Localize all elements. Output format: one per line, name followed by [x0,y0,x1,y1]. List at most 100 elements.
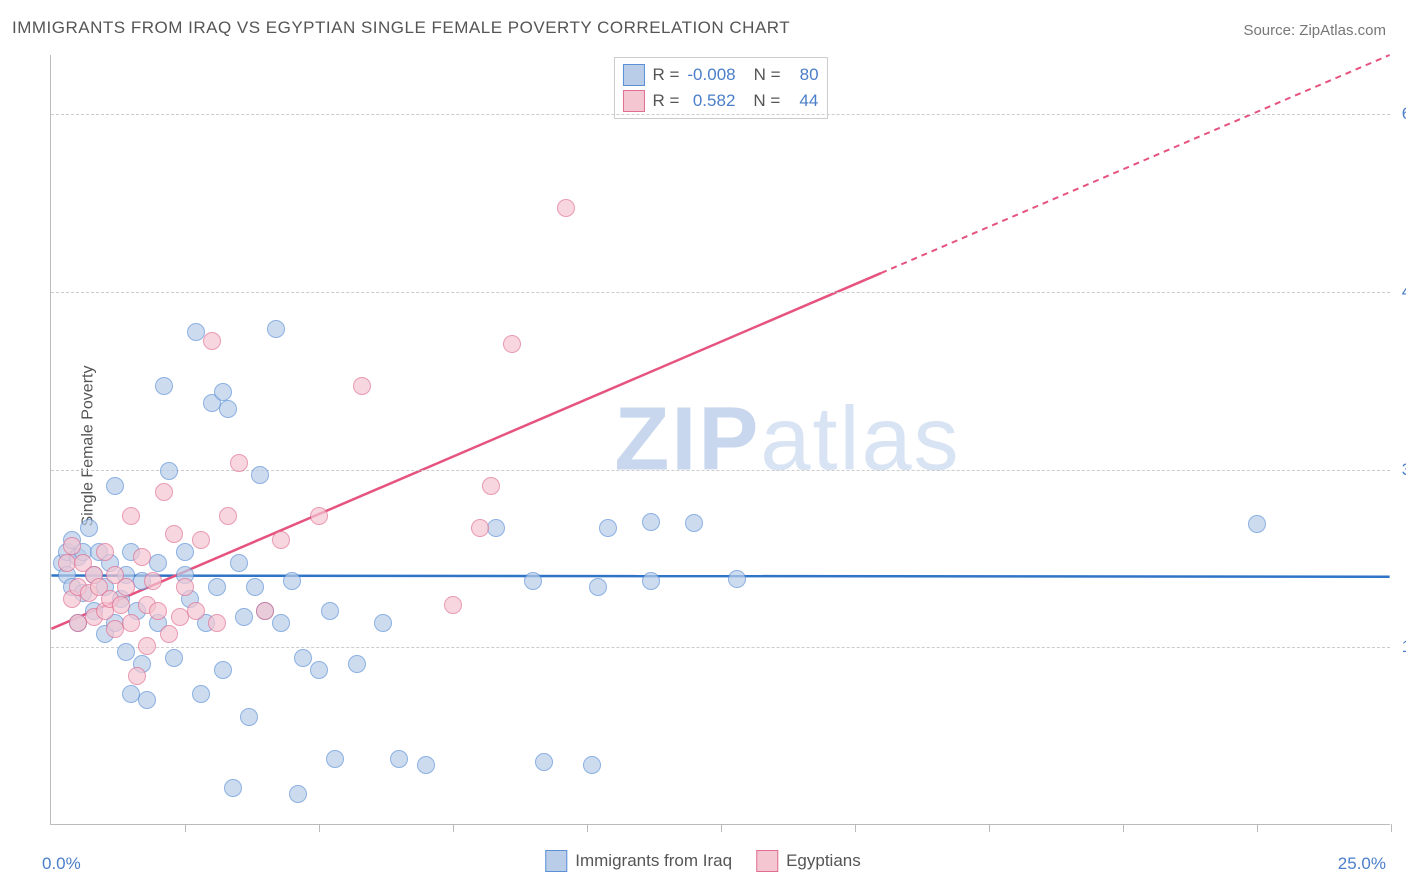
n-value: 44 [788,88,818,114]
r-label: R = [652,62,679,88]
scatter-point-iraq [272,614,290,632]
legend-swatch-iraq [622,64,644,86]
scatter-point-iraq [155,377,173,395]
scatter-point-iraq [417,756,435,774]
scatter-point-egypt [165,525,183,543]
scatter-point-egypt [471,519,489,537]
scatter-point-iraq [535,753,553,771]
scatter-point-egypt [557,199,575,217]
scatter-point-iraq [246,578,264,596]
legend-label: Egyptians [786,851,861,871]
n-value: 80 [789,62,819,88]
chart-title: IMMIGRANTS FROM IRAQ VS EGYPTIAN SINGLE … [12,18,790,38]
correlation-chart: IMMIGRANTS FROM IRAQ VS EGYPTIAN SINGLE … [0,0,1406,892]
scatter-point-iraq [149,554,167,572]
scatter-point-iraq [224,779,242,797]
scatter-point-iraq [583,756,601,774]
scatter-point-iraq [138,691,156,709]
gridline [51,292,1390,293]
scatter-point-egypt [122,507,140,525]
n-label: N = [754,62,781,88]
scatter-point-iraq [165,649,183,667]
scatter-point-iraq [294,649,312,667]
scatter-point-egypt [230,454,248,472]
scatter-point-egypt [128,667,146,685]
scatter-point-iraq [289,785,307,803]
source-attribution: Source: ZipAtlas.com [1243,22,1386,39]
scatter-point-egypt [219,507,237,525]
stats-legend-row-egypt: R = 0.582 N = 44 [622,88,818,114]
scatter-point-egypt [63,537,81,555]
x-tick [587,824,588,832]
r-value: 0.582 [687,88,735,114]
scatter-point-iraq [219,400,237,418]
scatter-point-iraq [390,750,408,768]
x-tick [1123,824,1124,832]
scatter-point-iraq [685,514,703,532]
scatter-point-iraq [599,519,617,537]
x-axis-end-label: 25.0% [1338,854,1386,874]
x-tick [989,824,990,832]
scatter-point-iraq [80,519,98,537]
y-tick-label: 60.0% [1395,104,1406,124]
scatter-point-egypt [96,543,114,561]
stats-legend: R = -0.008 N = 80 R = 0.582 N = 44 [613,57,827,119]
legend-item-iraq: Immigrants from Iraq [545,850,732,872]
x-axis-origin-label: 0.0% [42,854,81,874]
scatter-point-egypt [444,596,462,614]
scatter-point-iraq [208,578,226,596]
scatter-point-iraq [487,519,505,537]
r-value: -0.008 [687,62,735,88]
scatter-point-iraq [524,572,542,590]
scatter-point-iraq [192,685,210,703]
scatter-point-iraq [117,643,135,661]
scatter-point-egypt [138,637,156,655]
scatter-point-egypt [133,548,151,566]
series-legend: Immigrants from Iraq Egyptians [545,850,860,872]
scatter-point-iraq [267,320,285,338]
plot-area: ZIPatlas R =-0.008N =80R =0.582N =44 15.… [50,55,1390,825]
scatter-point-iraq [728,570,746,588]
scatter-point-iraq [251,466,269,484]
r-label: R = [652,88,679,114]
scatter-point-iraq [589,578,607,596]
scatter-point-egypt [149,602,167,620]
n-label: N = [753,88,780,114]
legend-label: Immigrants from Iraq [575,851,732,871]
scatter-point-iraq [348,655,366,673]
scatter-point-egypt [310,507,328,525]
scatter-point-egypt [503,335,521,353]
x-tick [1391,824,1392,832]
scatter-point-iraq [106,477,124,495]
scatter-point-iraq [283,572,301,590]
gridline [51,647,1390,648]
scatter-point-iraq [240,708,258,726]
legend-swatch-egypt [622,90,644,112]
scatter-point-egypt [192,531,210,549]
y-tick-label: 45.0% [1395,282,1406,302]
scatter-point-iraq [321,602,339,620]
x-tick [319,824,320,832]
gridline [51,114,1390,115]
scatter-point-egypt [208,614,226,632]
scatter-point-egypt [353,377,371,395]
x-tick [855,824,856,832]
scatter-point-egypt [160,625,178,643]
scatter-point-iraq [160,462,178,480]
x-tick [185,824,186,832]
scatter-point-egypt [256,602,274,620]
scatter-point-egypt [122,614,140,632]
y-tick-label: 15.0% [1395,637,1406,657]
scatter-point-iraq [310,661,328,679]
y-tick-label: 30.0% [1395,460,1406,480]
scatter-point-egypt [187,602,205,620]
trendline-iraq [51,576,1389,577]
scatter-point-iraq [326,750,344,768]
scatter-point-iraq [230,554,248,572]
x-tick [1257,824,1258,832]
scatter-point-egypt [203,332,221,350]
scatter-point-iraq [374,614,392,632]
trendline-egypt-dashed [881,55,1390,273]
scatter-point-egypt [144,572,162,590]
scatter-point-egypt [155,483,173,501]
